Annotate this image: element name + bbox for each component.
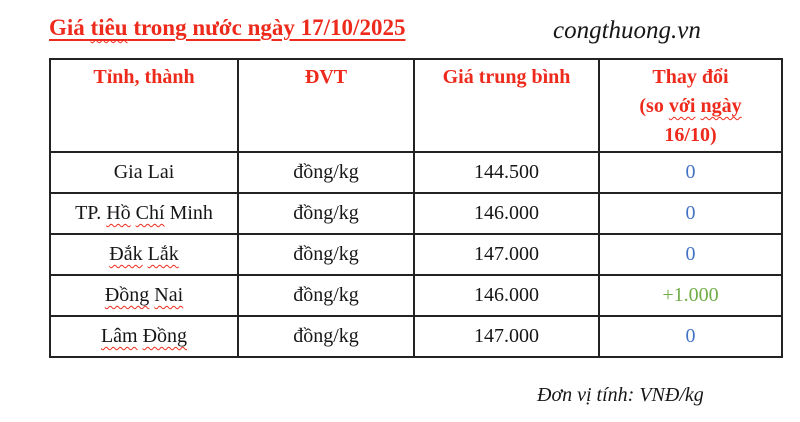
text-part: Giá <box>49 15 91 40</box>
text-part: Thay đổi <box>652 66 729 88</box>
misspelled-word: Lâm <box>100 325 138 347</box>
price-table: Tỉnh, thành ĐVT Giá trung bình Thay đổi (so … <box>49 58 783 358</box>
table-row: Đắk Lắk đồng/kg 147.000 0 <box>49 233 783 276</box>
province-cell: Đồng Nai <box>49 274 239 317</box>
footer-note: Đơn vị tính: VNĐ/kg <box>537 384 704 406</box>
change-cell: 0 <box>598 315 783 358</box>
table-body: Gia Lai đồng/kg 144.500 0 TP. Hồ Chí Minh đồn… <box>49 151 783 358</box>
price-cell: 147.000 <box>413 233 600 276</box>
table-row: Gia Lai đồng/kg 144.500 0 <box>49 151 783 194</box>
misspelled-word: Chí <box>135 202 165 224</box>
text-part: ĐVT <box>304 66 348 88</box>
table-row: Đồng Nai đồng/kg 146.000 +1.000 <box>49 274 783 317</box>
column-header-province: Tỉnh, thành <box>49 58 239 153</box>
unit-cell: đồng/kg <box>237 192 415 235</box>
page-title: Giá tiêu trong nước ngày 17/10/2025 <box>49 15 405 41</box>
misspelled-word: Đồng <box>104 284 150 306</box>
column-header-line: 16/10) <box>601 121 780 150</box>
price-cell: 146.000 <box>413 192 600 235</box>
table-row: Lâm Đồng đồng/kg 147.000 0 <box>49 315 783 358</box>
misspelled-word: Nai <box>154 284 184 306</box>
unit-cell: đồng/kg <box>237 151 415 194</box>
unit-cell: đồng/kg <box>237 233 415 276</box>
misspelled-word: Đồng <box>142 325 188 347</box>
column-header-line: Tỉnh, thành <box>52 63 236 92</box>
text-part: 16/10) <box>664 124 717 146</box>
misspelled-word: Đắk <box>109 243 143 265</box>
column-header-line: (so với ngày <box>601 92 780 121</box>
misspelled-word: với <box>668 95 696 117</box>
change-cell: +1.000 <box>598 274 783 317</box>
change-cell: 0 <box>598 192 783 235</box>
table-header: Tỉnh, thành ĐVT Giá trung bình Thay đổi (so … <box>49 58 783 153</box>
text-part: Minh <box>164 202 213 224</box>
column-header-line: Giá trung bình <box>416 63 597 92</box>
unit-cell: đồng/kg <box>237 274 415 317</box>
price-cell: 147.000 <box>413 315 600 358</box>
text-part: Giá trung bình <box>442 66 571 88</box>
table-header-row: Tỉnh, thành ĐVT Giá trung bình Thay đổi (so … <box>49 58 783 153</box>
province-cell: Đắk Lắk <box>49 233 239 276</box>
province-cell: TP. Hồ Chí Minh <box>49 192 239 235</box>
province-cell: Lâm Đồng <box>49 315 239 358</box>
column-header-unit: ĐVT <box>237 58 415 153</box>
column-header-line: ĐVT <box>240 63 412 92</box>
price-cell: 146.000 <box>413 274 600 317</box>
province-cell: Gia Lai <box>49 151 239 194</box>
column-header-avg-price: Giá trung bình <box>413 58 600 153</box>
misspelled-word: tiêu <box>90 15 128 40</box>
change-cell: 0 <box>598 151 783 194</box>
misspelled-word: Lắk <box>147 243 179 265</box>
text-part: (so <box>639 95 669 117</box>
misspelled-word: ngày <box>700 95 742 117</box>
unit-cell: đồng/kg <box>237 315 415 358</box>
change-cell: 0 <box>598 233 783 276</box>
text-part: trong nước ngày 17/10/2025 <box>127 15 406 40</box>
text-part: Gia Lai <box>113 161 175 183</box>
column-header-line: Thay đổi <box>601 63 780 92</box>
text-part: Tỉnh, thành <box>93 66 195 88</box>
column-header-change: Thay đổi (so với ngày 16/10) <box>598 58 783 153</box>
text-part: TP. <box>75 202 107 224</box>
table-row: TP. Hồ Chí Minh đồng/kg 146.000 0 <box>49 192 783 235</box>
misspelled-word: Hồ <box>106 202 131 224</box>
source-label: congthuong.vn <box>553 17 701 44</box>
price-cell: 144.500 <box>413 151 600 194</box>
